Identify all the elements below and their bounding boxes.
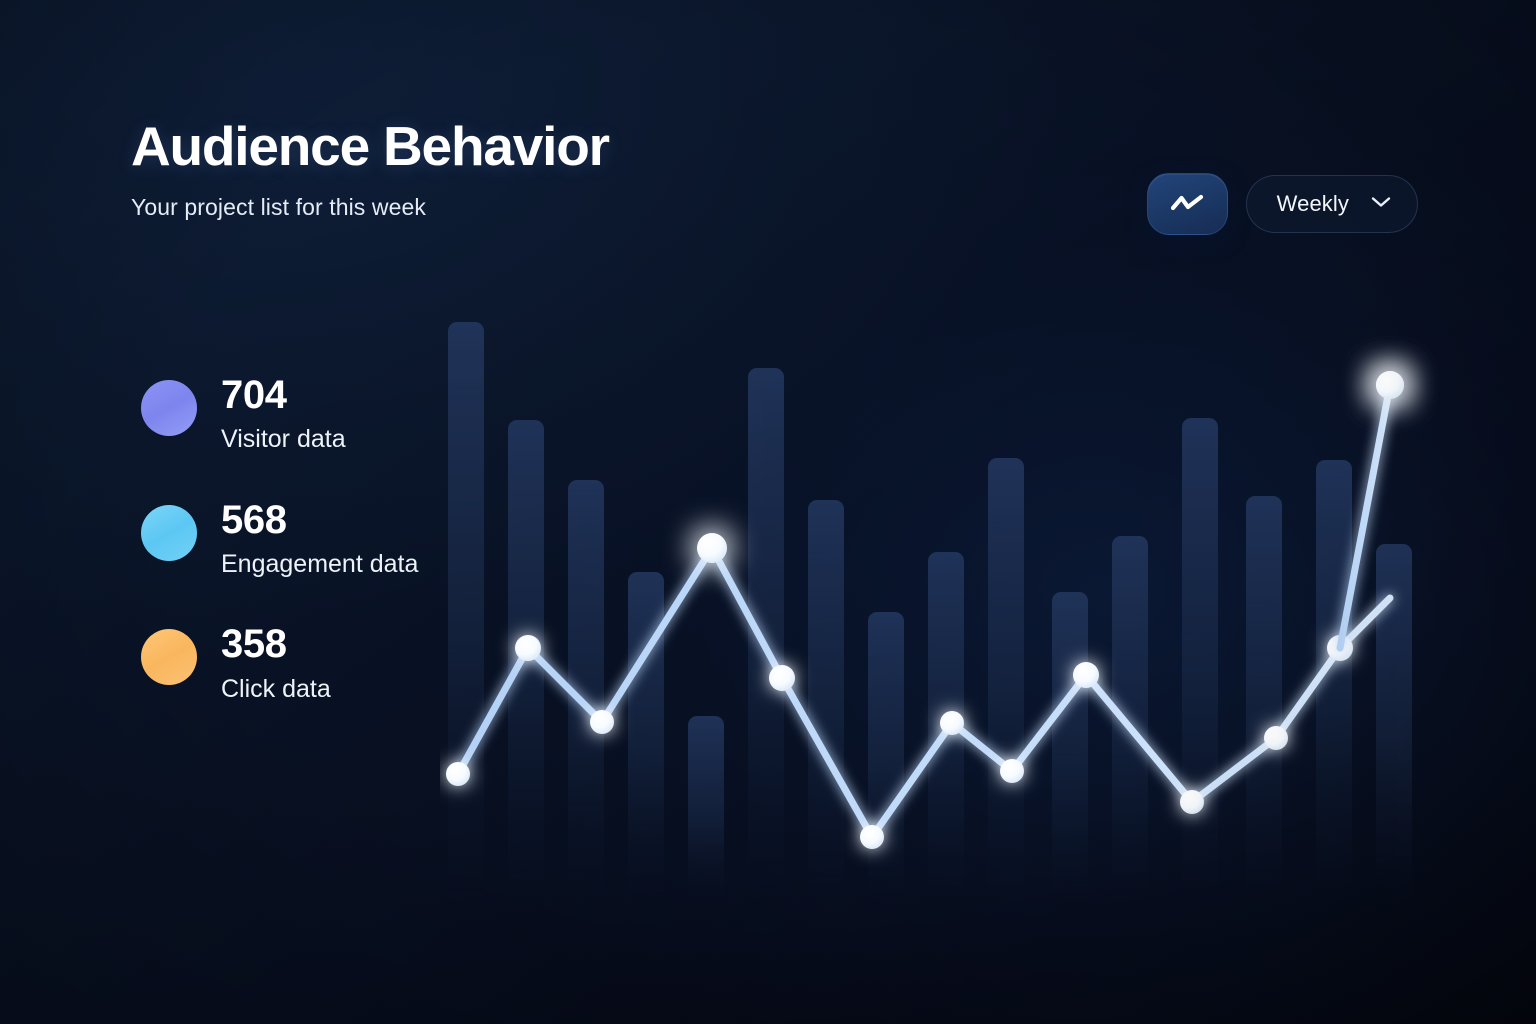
page-title: Audience Behavior <box>131 115 610 177</box>
header-actions: Weekly <box>1146 116 1418 235</box>
legend-value: 568 <box>221 497 287 542</box>
legend-label: Visitor data <box>221 425 346 454</box>
legend-dot-icon <box>141 504 197 561</box>
data-line-final-segment <box>1336 381 1394 652</box>
legend-label: Engagement data <box>221 549 419 578</box>
legend-item-visitor[interactable]: 704 Visitor data <box>141 372 441 455</box>
page-header: Audience Behavior Your project list for … <box>131 116 1418 235</box>
audience-behavior-chart <box>440 300 1440 900</box>
ambient-bars <box>448 322 1412 900</box>
chevron-down-icon <box>1371 195 1391 213</box>
range-select-value: Weekly <box>1276 191 1349 216</box>
data-marker-peak <box>1376 371 1404 399</box>
range-select[interactable]: Weekly <box>1245 175 1418 233</box>
activity-line-icon <box>1170 192 1204 216</box>
legend-item-engagement[interactable]: 568 Engagement data <box>141 497 441 580</box>
legend-dot-icon <box>141 380 197 436</box>
legend-text: 568 Engagement data <box>221 497 418 580</box>
legend-list: 704 Visitor data 568 Engagement data 358… <box>141 372 441 704</box>
chart-svg <box>446 322 1412 900</box>
title-block: Audience Behavior Your project list for … <box>131 115 610 221</box>
legend-item-click[interactable]: 358 Click data <box>141 621 441 704</box>
legend-dot-icon <box>141 629 197 686</box>
legend-value: 704 <box>221 373 287 417</box>
chart-toggle-button[interactable] <box>1146 173 1228 235</box>
legend-value: 358 <box>221 622 287 667</box>
legend-text: 704 Visitor data <box>221 372 346 455</box>
page-subtitle: Your project list for this week <box>131 193 426 220</box>
legend-label: Click data <box>221 674 331 703</box>
data-markers <box>446 371 1404 849</box>
legend-text: 358 Click data <box>221 621 331 704</box>
